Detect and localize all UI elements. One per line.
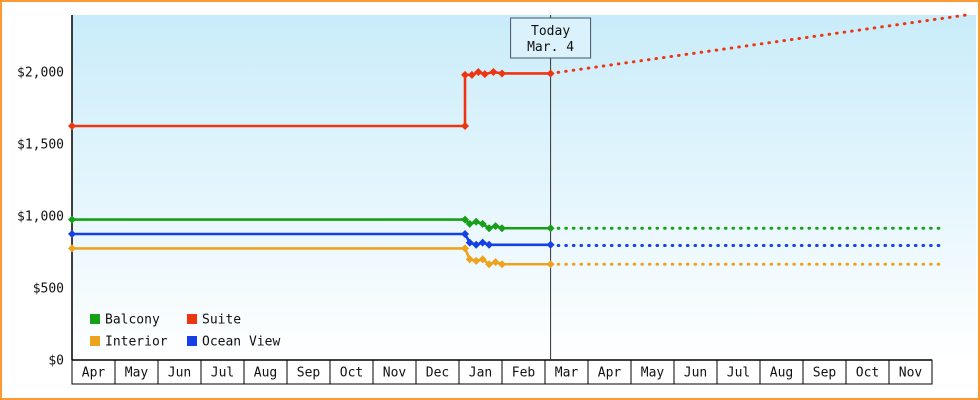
legend-label-suite: Suite xyxy=(202,313,241,328)
series-marker-balcony xyxy=(491,222,500,231)
x-axis-month-label: Jun xyxy=(684,366,707,381)
y-axis-tick-label: $1,500 xyxy=(17,138,64,153)
x-axis-month-label: Jul xyxy=(727,366,750,381)
x-axis-month-label: Oct xyxy=(856,366,879,381)
month-cell xyxy=(114,359,159,385)
series-marker-ocean-view xyxy=(461,230,470,238)
x-axis-month-label: Jan xyxy=(469,366,492,381)
x-axis-month-label: Sep xyxy=(813,366,837,381)
month-cell xyxy=(458,359,503,385)
month-cell xyxy=(587,359,632,385)
month-cell xyxy=(888,359,933,385)
series-marker-balcony xyxy=(498,224,506,233)
series-marker-ocean-view xyxy=(68,230,76,238)
y-axis-tick-label: $500 xyxy=(33,282,64,297)
series-marker-balcony xyxy=(485,224,494,233)
month-cell xyxy=(845,359,890,385)
legend-swatch-suite xyxy=(187,314,197,324)
month-cell xyxy=(544,359,589,385)
series-marker-ocean-view xyxy=(472,240,481,249)
series-marker-interior xyxy=(68,244,76,253)
series-marker-balcony xyxy=(68,215,76,224)
month-cell xyxy=(243,359,288,385)
today-label-box xyxy=(510,17,592,59)
series-marker-suite xyxy=(498,69,506,78)
series-marker-interior xyxy=(491,258,500,267)
series-marker-balcony xyxy=(478,219,487,228)
today-label-line2: Mar. 4 xyxy=(527,40,574,55)
series-marker-suite xyxy=(480,70,489,79)
plot-area xyxy=(72,15,976,360)
series-marker-suite xyxy=(546,69,555,78)
series-marker-interior xyxy=(461,244,470,253)
series-marker-suite xyxy=(461,70,470,79)
series-marker-interior xyxy=(485,260,494,269)
series-marker-suite xyxy=(474,68,483,76)
x-axis-month-label: May xyxy=(641,366,665,381)
month-cell xyxy=(71,359,116,385)
x-axis-month-label: Jun xyxy=(168,366,191,381)
x-axis-month-label: Aug xyxy=(254,366,277,381)
series-marker-balcony xyxy=(472,217,481,226)
legend-label-ocean-view: Ocean View xyxy=(202,335,280,350)
x-axis-month-label: Dec xyxy=(426,366,449,381)
series-marker-ocean-view xyxy=(478,238,487,247)
month-cell xyxy=(759,359,804,385)
series-marker-balcony xyxy=(465,219,474,228)
month-cell xyxy=(415,359,460,385)
month-cell xyxy=(329,359,374,385)
series-marker-suite xyxy=(467,70,476,79)
month-cell xyxy=(716,359,761,385)
series-marker-ocean-view xyxy=(546,240,555,249)
x-axis-month-label: Sep xyxy=(297,366,321,381)
x-axis-month-label: Aug xyxy=(770,366,793,381)
month-cell xyxy=(286,359,331,385)
legend-label-interior: Interior xyxy=(105,335,168,350)
series-marker-interior xyxy=(465,255,474,264)
x-axis-month-label: Nov xyxy=(383,366,407,381)
x-axis-month-label: Apr xyxy=(598,366,622,381)
month-cell xyxy=(372,359,417,385)
series-marker-suite xyxy=(461,122,470,130)
legend-label-balcony: Balcony xyxy=(105,313,160,328)
y-axis-tick-label: $1,000 xyxy=(17,210,64,225)
series-marker-interior xyxy=(498,260,506,269)
today-label-line1: Today xyxy=(531,24,570,39)
legend-swatch-balcony xyxy=(90,314,100,324)
x-axis-month-label: Feb xyxy=(512,366,536,381)
x-axis-month-label: Mar xyxy=(555,366,579,381)
x-axis-month-label: Jul xyxy=(211,366,234,381)
x-axis-month-label: Oct xyxy=(340,366,363,381)
legend-swatch-ocean-view xyxy=(187,336,197,346)
series-marker-ocean-view xyxy=(465,238,474,247)
series-marker-interior xyxy=(478,255,487,264)
legend-swatch-interior xyxy=(90,336,100,346)
y-axis-tick-label: $2,000 xyxy=(17,66,64,81)
x-axis-month-label: May xyxy=(125,366,149,381)
series-marker-suite xyxy=(489,68,498,76)
series-marker-interior xyxy=(472,256,481,265)
series-marker-balcony xyxy=(461,215,470,224)
y-axis-tick-label: $0 xyxy=(48,354,64,369)
x-axis-month-label: Apr xyxy=(82,366,106,381)
series-marker-suite xyxy=(68,122,76,130)
x-axis-month-label: Nov xyxy=(899,366,923,381)
series-marker-interior xyxy=(546,260,555,269)
series-marker-ocean-view xyxy=(485,240,494,249)
series-marker-balcony xyxy=(546,224,555,233)
series-forecast-suite xyxy=(549,12,973,75)
